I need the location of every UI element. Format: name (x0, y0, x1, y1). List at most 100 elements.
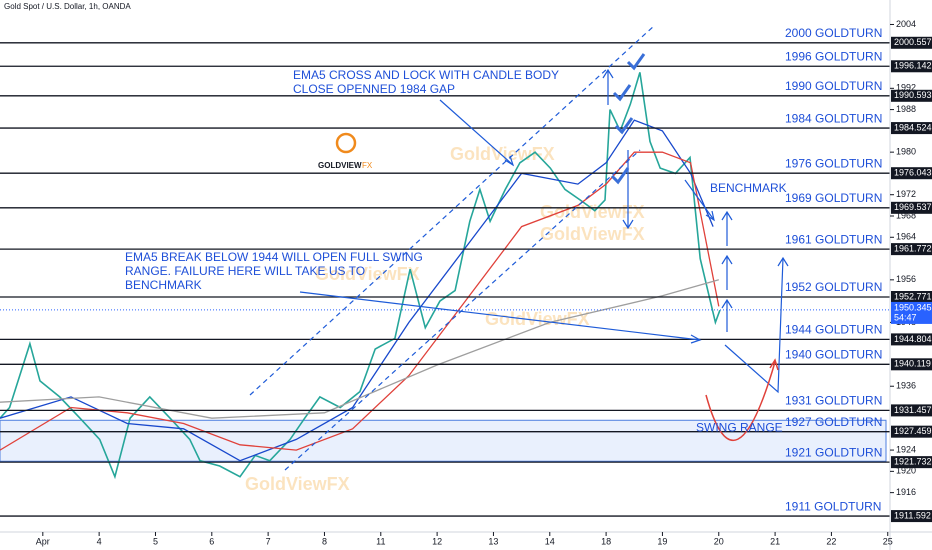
level-box (891, 201, 932, 214)
arc-head (769, 358, 779, 371)
annotation: BENCHMARK (125, 278, 202, 292)
swing-range-zone (0, 419, 887, 462)
x-tick-label: 8 (322, 536, 327, 546)
level-name: 1984 GOLDTURN (785, 111, 882, 125)
level-box (891, 425, 932, 438)
level-name: 2000 GOLDTURN (785, 26, 882, 40)
level-box (891, 36, 932, 49)
arrow (684, 179, 715, 221)
x-tick-label: 25 (883, 536, 893, 546)
level-name: 1990 GOLDTURN (785, 79, 882, 93)
level-price: 1944.804 (894, 334, 932, 344)
arrow-up (721, 254, 733, 290)
arrow-down (622, 150, 634, 230)
y-tick-label: 1936 (896, 381, 916, 391)
y-tick-label: 1972 (896, 189, 916, 199)
y-tick-label: 1924 (896, 444, 916, 454)
y-tick-label: 1916 (896, 487, 916, 497)
y-tick-label: 2004 (896, 19, 916, 29)
watermark: GoldViewFX (450, 144, 555, 164)
level-price: 1931.457 (894, 405, 932, 415)
watermark: GoldViewFX (485, 309, 590, 329)
level-box (891, 167, 932, 180)
x-tick-label: 11 (376, 536, 385, 546)
level-price: 1976.043 (894, 168, 932, 178)
price-line (0, 151, 720, 451)
logo-text: GOLDVIEW (318, 161, 362, 170)
y-tick-label: 1968 (896, 210, 916, 220)
channel-line (249, 24, 656, 396)
check-mark (612, 84, 632, 102)
check-mark (610, 167, 630, 185)
watermark: GoldViewFX (315, 264, 420, 284)
level-name: 1944 GOLDTURN (785, 323, 882, 337)
arrow (724, 257, 784, 394)
arrow-head (777, 256, 789, 267)
price-line (0, 279, 719, 419)
level-name: 1952 GOLDTURN (785, 280, 882, 294)
level-price: 1921.732 (894, 457, 932, 467)
x-tick-label: 19 (657, 536, 667, 546)
level-name: 1969 GOLDTURN (785, 191, 882, 205)
check-mark (614, 117, 634, 135)
x-tick-label: 5 (153, 536, 158, 546)
chart-title: Gold Spot / U.S. Dollar, 1h, OANDA (4, 2, 131, 11)
level-box (891, 456, 932, 469)
benchmark-label: BENCHMARK (710, 181, 787, 195)
level-box (891, 510, 932, 523)
x-tick-label: 7 (266, 536, 271, 546)
price-line (0, 119, 714, 462)
level-price: 1990.593 (894, 90, 932, 100)
level-name: 1996 GOLDTURN (785, 49, 882, 63)
level-box (891, 122, 932, 135)
arrow-up (602, 68, 614, 105)
drawings (249, 24, 789, 471)
x-tick-label: 22 (826, 536, 836, 546)
arrow (439, 99, 514, 166)
level-price: 1961.772 (894, 243, 932, 253)
note-layer: SWING RANGE EMA5 CROSS AND LOCK WITH CAND… (125, 68, 783, 434)
level-price: 1984.524 (894, 122, 932, 132)
arrow-head (705, 210, 715, 222)
y-tick-label: 1956 (896, 274, 916, 284)
level-box (891, 89, 932, 102)
x-tick-label: 18 (601, 536, 611, 546)
level-price: 1927.459 (894, 426, 932, 436)
channel-line (284, 149, 641, 471)
level-name: 1911 GOLDTURN (785, 499, 881, 513)
level-name: 1931 GOLDTURN (785, 394, 882, 408)
level-box (891, 60, 932, 73)
annotation: EMA5 CROSS AND LOCK WITH CANDLE BODY (293, 68, 559, 82)
y-tick-label: 1988 (896, 104, 916, 114)
level-box (891, 291, 932, 304)
time-axis (0, 532, 890, 550)
level-price: 1996.142 (894, 61, 932, 71)
x-tick-label: 21 (770, 536, 780, 546)
annotation: RANGE. FAILURE HERE WILL TAKE US TO (125, 264, 365, 278)
arrow (299, 291, 701, 341)
level-layer: 2000 GOLDTURN 1996 GOLDTURN 1990 GOLDTURN 1… (0, 26, 890, 517)
watermark: GoldViewFX (245, 474, 350, 494)
arrow-up (721, 210, 733, 246)
level-price: 2000.557 (894, 37, 932, 47)
level-box (891, 358, 932, 371)
swing-range-label: SWING RANGE (696, 420, 783, 434)
zone-layer (0, 419, 887, 462)
timer: 54:47 (894, 312, 917, 322)
logo: GOLDVIEW FX (318, 132, 373, 170)
annotation: CLOSE OPENNED 1984 GAP (293, 82, 455, 96)
watermark: GoldViewFX (540, 202, 645, 222)
logo-mark (335, 132, 357, 154)
level-price: 1969.537 (894, 202, 932, 212)
level-name: 1940 GOLDTURN (785, 347, 882, 361)
x-tick-label: 14 (545, 536, 555, 546)
price-line (0, 72, 721, 480)
x-tick-label: 12 (432, 536, 442, 546)
level-name: 1961 GOLDTURN (785, 232, 882, 246)
x-tick-label: 20 (714, 536, 724, 546)
last-price: 1950.345 (894, 302, 932, 312)
watermark: GoldViewFX (540, 224, 645, 244)
level-box (891, 404, 932, 417)
